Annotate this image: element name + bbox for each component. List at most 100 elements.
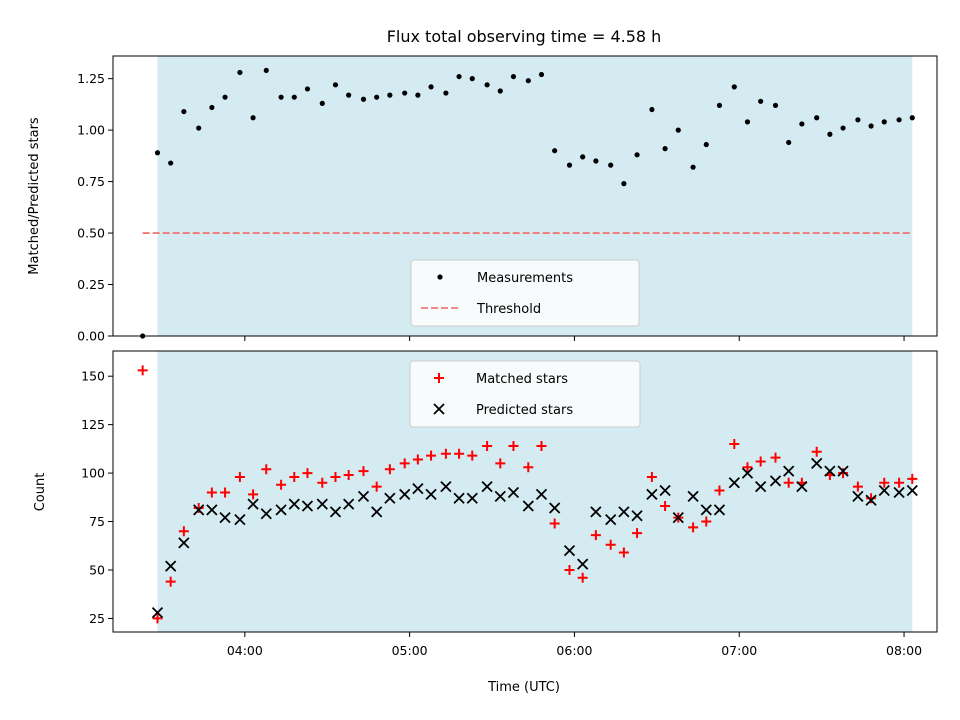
measurement-point: [278, 94, 284, 100]
matched-stars-point: [714, 485, 725, 496]
measurement-point: [881, 119, 887, 125]
predicted-stars-point: [631, 510, 643, 522]
measurement-point: [909, 115, 915, 121]
matched-stars-point: [742, 462, 753, 473]
predicted-stars-point: [507, 486, 520, 499]
predicted-stars-point: [700, 504, 712, 516]
measurement-point: [168, 160, 174, 166]
bottom-y-tick-label: 100: [81, 466, 105, 481]
top-series-0: [140, 67, 915, 339]
predicted-stars-point: [440, 481, 452, 493]
measurement-point: [896, 117, 902, 123]
predicted-stars-point: [741, 467, 754, 479]
matched-stars-point: [523, 462, 534, 473]
bottom-y-tick-label: 150: [81, 369, 105, 384]
predicted-stars-point: [837, 465, 849, 477]
measurement-point: [510, 73, 517, 80]
predicted-stars-point: [165, 560, 177, 572]
matched-stars-point: [770, 452, 781, 463]
predicted-stars-point: [481, 481, 493, 493]
measurement-point: [758, 98, 764, 104]
matched-stars-point: [178, 526, 189, 537]
matched-stars-point: [276, 479, 287, 490]
measurement-point: [360, 96, 367, 102]
matched-stars-point: [482, 440, 493, 451]
predicted-stars-point: [151, 606, 164, 619]
predicted-stars-point: [713, 504, 726, 516]
measurement-point: [690, 164, 696, 170]
chart-title: Flux total observing time = 4.58 h: [387, 27, 662, 46]
measurement-point: [456, 73, 462, 80]
x-tick-label: 05:00: [392, 643, 428, 658]
predicted-stars-point: [618, 506, 630, 518]
matched-stars-point: [193, 502, 204, 513]
x-tick-label: 04:00: [227, 643, 263, 658]
matched-stars-point: [783, 477, 794, 488]
predicted-stars-point: [301, 500, 314, 512]
predicted-stars-point: [796, 481, 808, 493]
measurement-point: [799, 121, 805, 127]
measurement-point: [703, 141, 709, 148]
predicted-stars-point: [728, 477, 740, 489]
measurement-point: [675, 127, 681, 133]
bottom-y-tick-label: 125: [81, 417, 105, 432]
matched-stars-point: [577, 572, 588, 583]
measurement-point: [415, 92, 421, 98]
measurement-point: [402, 90, 408, 96]
predicted-stars-point: [687, 490, 699, 502]
matched-stars-point: [688, 522, 699, 533]
measurement-point: [304, 86, 311, 92]
measurement-point: [154, 150, 161, 156]
matched-stars-point: [590, 530, 601, 541]
matched-stars-point: [440, 448, 451, 459]
measurement-point: [222, 94, 228, 100]
bottom-y-axis-label: Count: [33, 473, 48, 512]
matched-stars-point: [866, 493, 877, 504]
measurement-point: [538, 71, 545, 78]
matched-stars-point: [165, 576, 176, 587]
matched-stars-point: [330, 471, 341, 482]
predicted-stars-point: [412, 482, 424, 495]
measurement-point: [580, 154, 586, 160]
top-y-axis-label: Matched/Predicted stars: [27, 117, 42, 275]
matched-stars-point: [495, 458, 506, 469]
measurement-point: [332, 82, 339, 88]
predicted-stars-point: [605, 513, 617, 526]
matched-stars-point: [371, 481, 382, 492]
matched-stars-point: [605, 539, 616, 550]
measurement-point: [374, 94, 380, 100]
matched-stars-point: [879, 477, 890, 488]
matched-stars-point: [220, 487, 231, 498]
matched-stars-point: [152, 613, 163, 624]
measurement-point: [634, 152, 640, 158]
measurement-point: [731, 84, 737, 90]
measurement-point: [209, 104, 215, 111]
measurement-point: [428, 84, 434, 90]
predicted-stars-point: [590, 506, 602, 518]
predicted-stars-point: [193, 504, 205, 516]
matched-stars-point: [317, 477, 328, 488]
matched-stars-point: [564, 564, 575, 575]
predicted-stars-point: [535, 488, 548, 501]
predicted-stars-point: [577, 558, 589, 570]
bottom-y-tick-label: 25: [89, 611, 105, 626]
matched-stars-point: [549, 518, 560, 529]
measurement-point: [827, 131, 833, 137]
matched-stars-point: [426, 450, 437, 461]
top-y-tick-label: 0.25: [77, 277, 105, 292]
measurement-point: [263, 67, 269, 74]
x-tick-label: 06:00: [556, 643, 592, 658]
predicted-stars-point: [494, 490, 506, 502]
bottom-axes-frame: [112, 350, 938, 633]
predicted-stars-point: [275, 504, 287, 516]
top-y-tick-label: 1.25: [77, 71, 105, 86]
measurement-point: [566, 162, 573, 168]
measurement-point: [855, 117, 861, 123]
top-legend-label: Threshold: [476, 302, 541, 317]
top-panel: 0.00 0.25 0.50 0.75 1.00 1.25 Measurements Thre…: [77, 55, 938, 344]
top-legend-box: [410, 259, 640, 327]
bottom-legend-box: [409, 360, 641, 428]
bottom-y-tick-label: 75: [89, 514, 105, 529]
predicted-stars-point: [316, 498, 328, 510]
